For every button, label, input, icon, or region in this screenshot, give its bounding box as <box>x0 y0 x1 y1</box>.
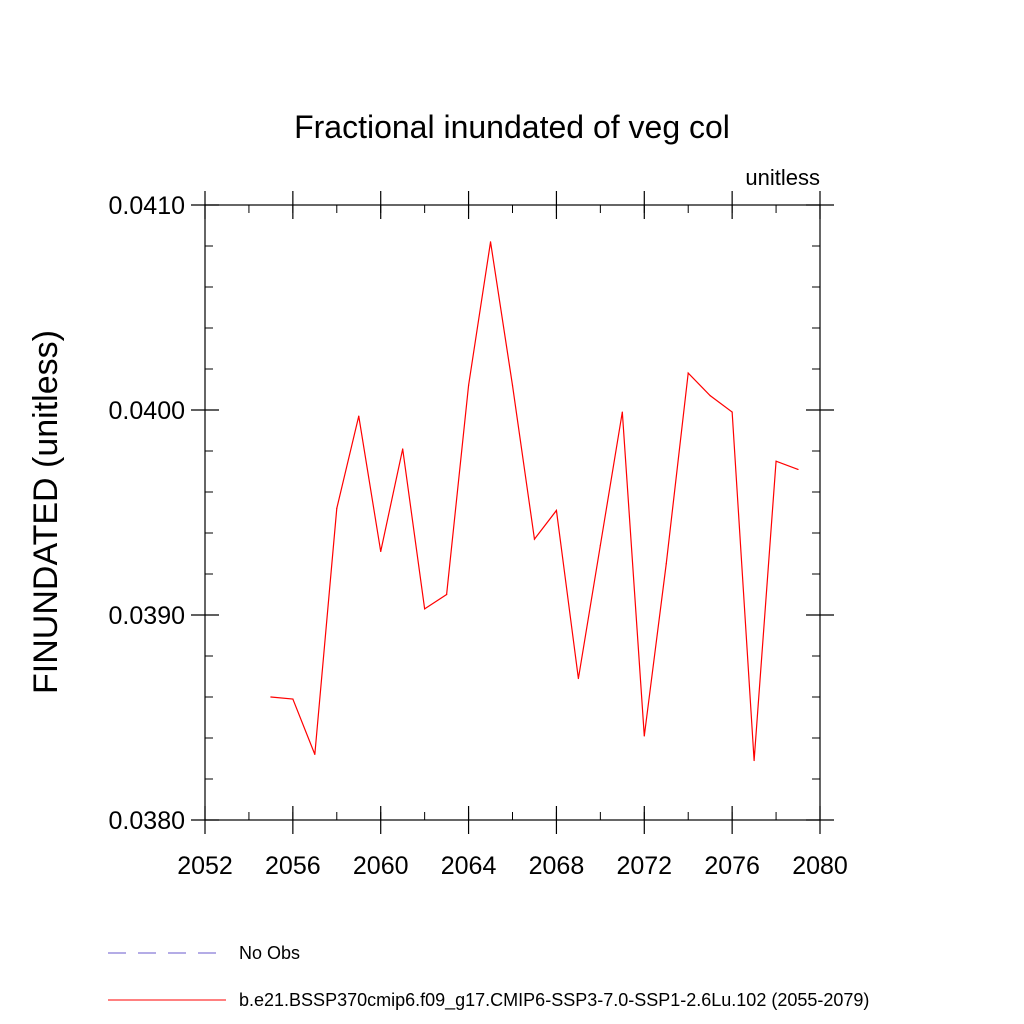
series-point <box>380 550 382 553</box>
plot-frame <box>204 204 821 821</box>
chart-title: Fractional inundated of veg col <box>294 109 730 145</box>
x-tick-label: 2076 <box>704 852 760 880</box>
axes: 0.0380 0.0390 0.0400 0.0410 2052 2056 2060 2064… <box>109 191 848 880</box>
series-point <box>314 753 316 756</box>
y-tick-label: 0.0410 <box>109 192 185 220</box>
series-point <box>424 608 426 610</box>
x-tick-label: 2064 <box>441 852 497 880</box>
series-point <box>621 411 623 413</box>
x-tick-label: 2068 <box>529 852 585 880</box>
series-point <box>511 384 514 386</box>
chart-subtitle: unitless <box>745 165 820 190</box>
legend: No Obs b.e21.BSSP370cmip6.f09_g17.CMIP6-… <box>108 943 869 1011</box>
legend-series-label: b.e21.BSSP370cmip6.f09_g17.CMIP6-SSP3-7.… <box>239 990 869 1011</box>
x-tick-label: 2052 <box>177 852 233 880</box>
series-point <box>687 372 689 374</box>
x-tick-label: 2060 <box>353 852 409 880</box>
x-tick-label: 2080 <box>792 852 848 880</box>
series-point <box>533 538 536 540</box>
series-point <box>270 696 272 698</box>
plot-series <box>270 241 799 762</box>
x-tick-label: 2072 <box>616 852 672 880</box>
series-point <box>402 448 404 450</box>
x-tick-label: 2056 <box>265 852 321 880</box>
series-point <box>555 509 558 512</box>
series-point <box>643 735 645 737</box>
series-point <box>797 468 799 471</box>
series-point <box>446 593 448 596</box>
series-point <box>753 759 755 762</box>
series-point <box>292 698 294 700</box>
series-point <box>731 411 733 413</box>
y-axis-label: FINUNDATED (unitless) <box>27 330 65 694</box>
series-point <box>358 415 360 417</box>
series-point <box>467 384 470 386</box>
series-point <box>599 544 601 546</box>
series-point <box>775 460 777 462</box>
series-point <box>709 395 711 397</box>
y-tick-label: 0.0400 <box>109 397 185 425</box>
series-point <box>577 677 579 680</box>
series-line <box>270 241 799 761</box>
series-point <box>665 563 667 565</box>
y-tick-label: 0.0390 <box>109 602 185 630</box>
series-point <box>336 507 338 509</box>
legend-no-obs-label: No Obs <box>239 943 300 963</box>
series-point <box>489 241 492 243</box>
y-tick-label: 0.0380 <box>109 807 185 835</box>
